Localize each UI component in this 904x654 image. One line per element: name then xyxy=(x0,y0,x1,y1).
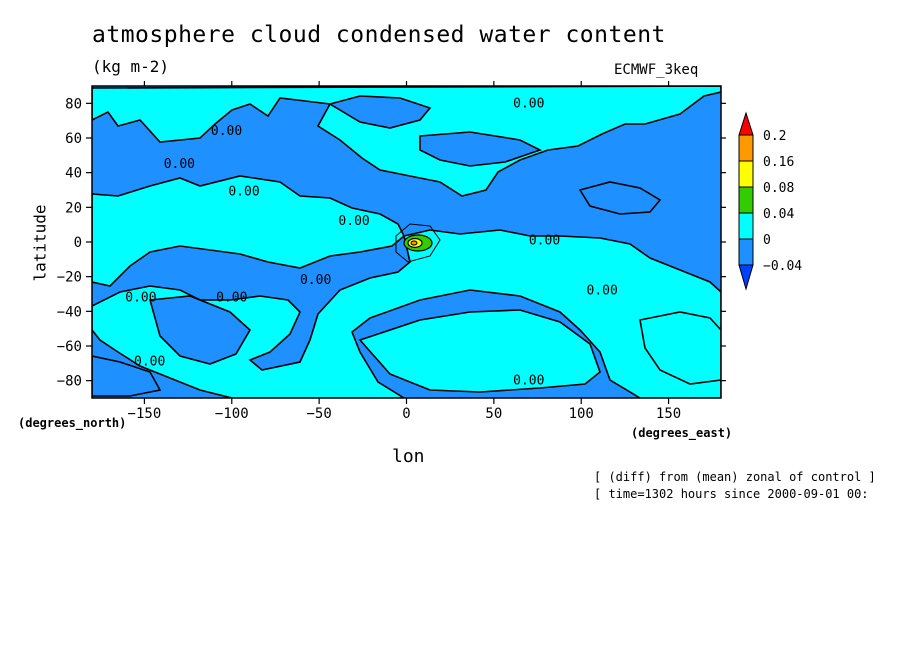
y-tick-label: −20 xyxy=(57,270,82,286)
x-tick-label: 150 xyxy=(656,406,681,422)
contour-label: 0.00 xyxy=(587,284,618,299)
field-region-negative xyxy=(148,295,252,365)
field-region-negative xyxy=(578,181,662,215)
contour-label: 0.00 xyxy=(216,290,247,305)
colorbar-label: 0.08 xyxy=(763,181,794,196)
y-axis-label: latitude xyxy=(30,204,50,282)
x-tick-label: 50 xyxy=(485,406,502,422)
field-region-negative xyxy=(327,95,432,129)
y-tick-label: 40 xyxy=(65,166,82,182)
x-tick-label: −150 xyxy=(128,406,162,422)
x-tick-label: 0 xyxy=(402,406,410,422)
field-region-positive xyxy=(92,229,721,398)
field-region-positive xyxy=(639,311,721,385)
y-tick-label: 0 xyxy=(74,235,82,251)
contour-label: 0.00 xyxy=(125,290,156,305)
contour-label: 0.00 xyxy=(338,214,369,229)
colorbar: 0.2 0.16 0.08 0.04 0 −0.04 xyxy=(738,111,802,291)
colorbar-label: −0.04 xyxy=(763,259,802,274)
contour-label: 0.00 xyxy=(164,157,195,172)
contour-label: 0.00 xyxy=(211,124,242,139)
x-tick-label: −100 xyxy=(215,406,249,422)
colorbar-label: 0.2 xyxy=(763,129,786,144)
colorbar-label: 0.04 xyxy=(763,207,794,222)
colorbar-label: 0.16 xyxy=(763,155,794,170)
contour-labels: 0.00 0.00 0.00 0.00 0.00 0.00 0.00 0.00 0.00 0.00… xyxy=(125,96,618,388)
colorbar-segment xyxy=(738,160,754,188)
y-axis-unit: (degrees_north) xyxy=(18,416,127,430)
x-axis-unit: (degrees_east) xyxy=(631,426,733,440)
contour-label: 0.00 xyxy=(300,273,331,288)
y-tick-label: −60 xyxy=(57,339,82,355)
contour-label: 0.00 xyxy=(134,355,165,370)
contour-field xyxy=(92,86,721,398)
y-axis: 80 60 40 20 0 −20 −40 −60 −80 xyxy=(57,96,726,390)
colorbar-arrow-bottom xyxy=(738,264,754,291)
x-tick-label: −50 xyxy=(306,406,331,422)
contour-label: 0.00 xyxy=(513,374,544,389)
colorbar-segment xyxy=(738,186,754,214)
field-anomaly-016 xyxy=(410,240,418,246)
y-tick-label: 60 xyxy=(65,131,82,147)
colorbar-segment xyxy=(738,212,754,240)
note-line-1: [ (diff) from (mean) zonal of control ] xyxy=(594,470,876,484)
x-tick-label: 100 xyxy=(569,406,594,422)
field-region-positive xyxy=(358,309,601,393)
contour-label: 0.00 xyxy=(228,185,259,200)
colorbar-segment xyxy=(738,134,754,162)
contour-label: 0.00 xyxy=(513,96,544,111)
chart-title: atmosphere cloud condensed water content xyxy=(92,22,666,48)
contour-label: 0.00 xyxy=(529,233,560,248)
field-region-positive xyxy=(92,86,721,197)
y-tick-label: 20 xyxy=(65,200,82,216)
colorbar-segment xyxy=(738,238,754,266)
field-region-positive xyxy=(92,175,405,287)
x-axis: −150 −100 −50 0 50 100 150 xyxy=(128,81,681,422)
colorbar-label: 0 xyxy=(763,233,771,248)
y-tick-label: −80 xyxy=(57,374,82,390)
field-contour-line xyxy=(395,223,441,263)
note-line-2: [ time=1302 hours since 2000-09-01 00: xyxy=(594,487,869,501)
model-label: ECMWF_3keq xyxy=(614,62,699,78)
y-tick-label: −40 xyxy=(57,304,82,320)
colorbar-arrow-top xyxy=(738,111,754,136)
x-axis-label: lon xyxy=(392,446,425,467)
field-region-negative xyxy=(419,131,543,167)
field-region-negative xyxy=(92,355,162,397)
y-tick-label: 80 xyxy=(65,96,82,112)
chart-units: (kg m-2) xyxy=(92,57,170,76)
